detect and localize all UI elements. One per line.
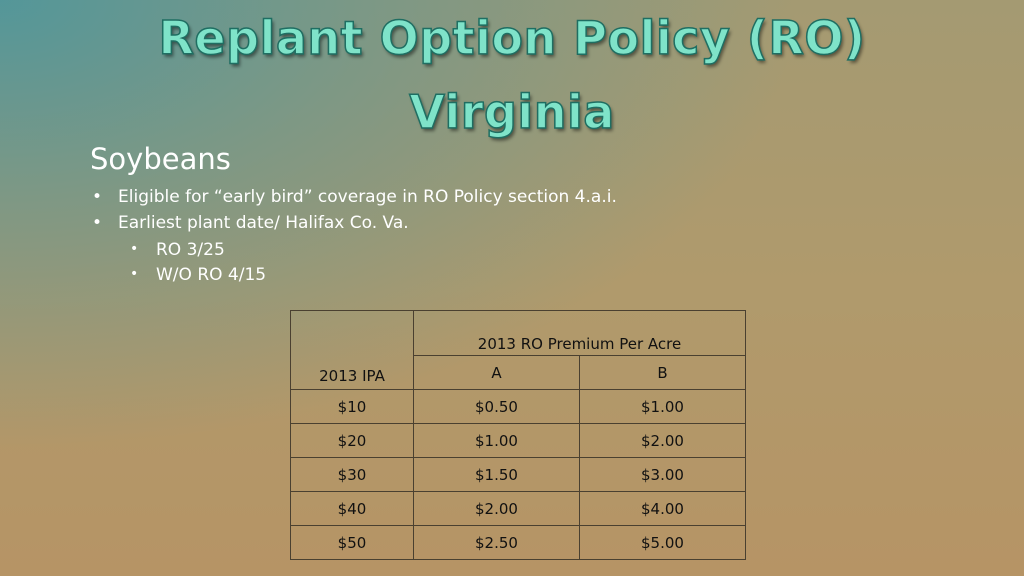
column-b-header: B xyxy=(579,355,746,390)
premium-b-cell: $4.00 xyxy=(579,491,746,526)
bullet-text: Eligible for “early bird” coverage in RO… xyxy=(118,187,617,207)
bullet-item: • Eligible for “early bird” coverage in … xyxy=(92,187,617,207)
sub-bullet-item: • W/O RO 4/15 xyxy=(130,265,267,285)
ipa-cell: $10 xyxy=(290,389,414,424)
premium-b-cell: $3.00 xyxy=(579,457,746,492)
bullet-item: • Earliest plant date/ Halifax Co. Va. xyxy=(92,213,409,233)
premium-table: 2013 IPA 2013 RO Premium Per Acre A B $1… xyxy=(290,310,746,560)
premium-a-cell: $0.50 xyxy=(413,389,580,424)
sub-bullet-item: • RO 3/25 xyxy=(130,240,225,260)
premium-b-cell: $1.00 xyxy=(579,389,746,424)
bullet-icon: • xyxy=(130,266,139,282)
ipa-header: 2013 IPA xyxy=(290,310,414,390)
table-row: $40 $2.00 $4.00 xyxy=(290,491,746,526)
ipa-cell: $20 xyxy=(290,423,414,458)
title-line-2: Virginia xyxy=(409,84,616,140)
bullet-text: Earliest plant date/ Halifax Co. Va. xyxy=(118,213,409,233)
bullet-icon: • xyxy=(130,241,139,257)
ipa-cell: $30 xyxy=(290,457,414,492)
table-row: $50 $2.50 $5.00 xyxy=(290,525,746,560)
premium-a-cell: $2.00 xyxy=(413,491,580,526)
sub-bullet-text: RO 3/25 xyxy=(156,240,225,260)
section-heading: Soybeans xyxy=(90,142,231,176)
ipa-cell: $50 xyxy=(290,525,414,560)
premium-a-cell: $1.00 xyxy=(413,423,580,458)
premium-b-cell: $2.00 xyxy=(579,423,746,458)
table-row: $20 $1.00 $2.00 xyxy=(290,423,746,458)
sub-bullet-text: W/O RO 4/15 xyxy=(156,265,267,285)
premium-a-cell: $1.50 xyxy=(413,457,580,492)
bullet-icon: • xyxy=(92,187,103,207)
premium-header: 2013 RO Premium Per Acre xyxy=(413,310,746,356)
table-row: $10 $0.50 $1.00 xyxy=(290,389,746,424)
premium-b-cell: $5.00 xyxy=(579,525,746,560)
title-line-1: Replant Option Policy (RO) xyxy=(158,10,866,66)
bullet-icon: • xyxy=(92,213,103,233)
column-a-header: A xyxy=(413,355,580,390)
premium-a-cell: $2.50 xyxy=(413,525,580,560)
table-row: $30 $1.50 $3.00 xyxy=(290,457,746,492)
ipa-cell: $40 xyxy=(290,491,414,526)
